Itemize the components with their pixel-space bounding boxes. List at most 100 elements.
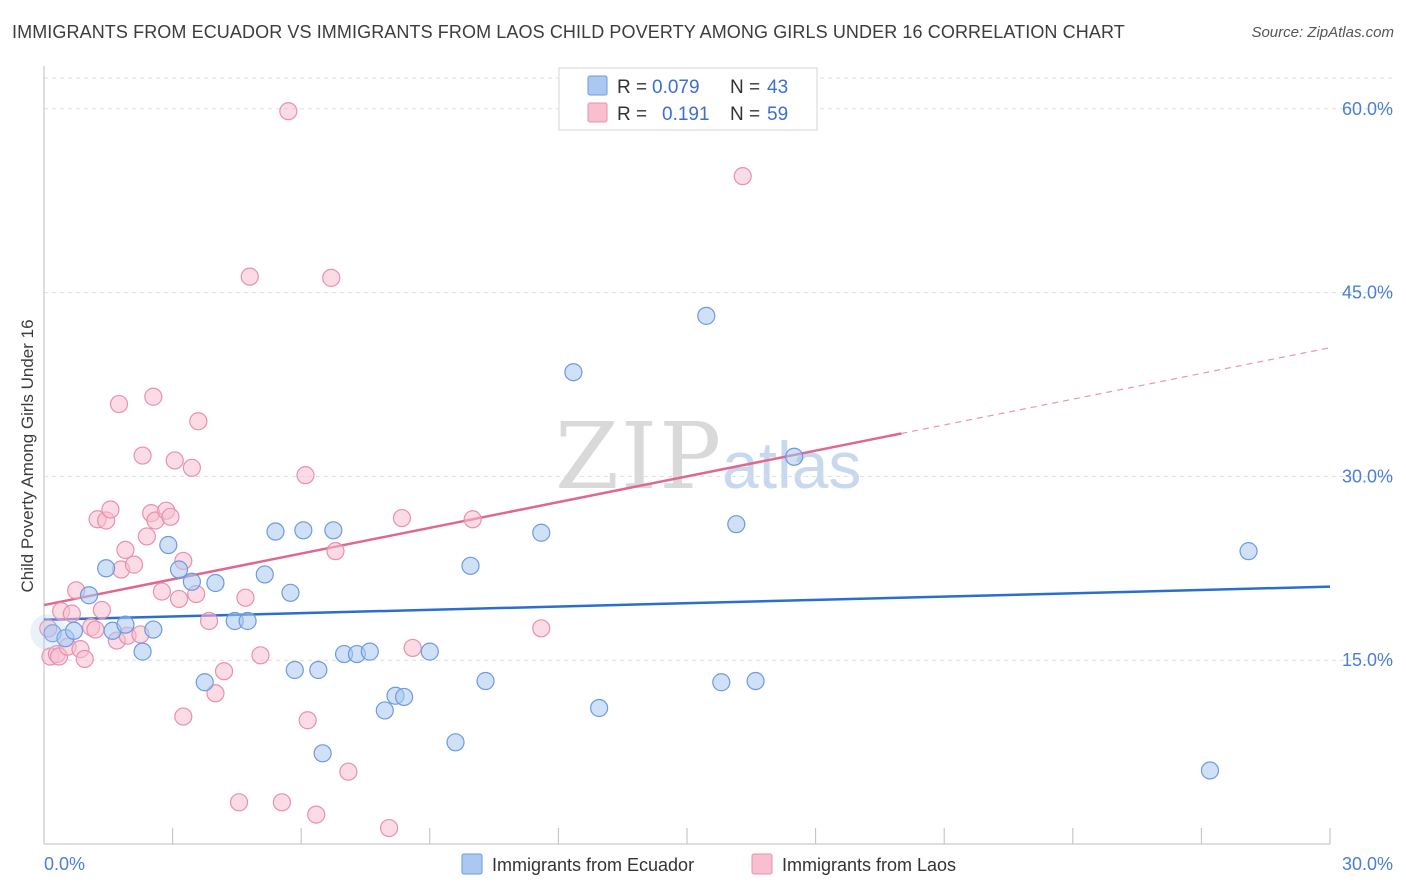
laos-point-45 — [279, 102, 298, 121]
laos-trend-extension — [901, 347, 1331, 435]
ecuador-point-43 — [1200, 761, 1220, 780]
laos-point-54 — [403, 638, 422, 658]
laos-point-27 — [152, 582, 171, 601]
ecuador-point-41 — [785, 447, 804, 466]
laos-point-10 — [86, 620, 105, 639]
laos-point-12 — [92, 600, 111, 620]
y-tick-label-3: 60.0% — [1342, 99, 1393, 119]
laos-point-5 — [62, 604, 81, 623]
laos-point-34 — [182, 458, 201, 477]
bottom-legend-label-ecuador: Immigrants from Ecuador — [492, 855, 694, 875]
ecuador-point-13 — [206, 573, 225, 593]
laos-point-40 — [229, 793, 249, 812]
laos-point-53 — [392, 508, 412, 528]
laos-point-25 — [144, 387, 163, 406]
laos-point-42 — [240, 267, 259, 286]
ecuador-point-4 — [97, 559, 116, 578]
ecuador-point-40 — [746, 671, 765, 691]
laos-point-31 — [169, 589, 189, 609]
ecuador-point-30 — [420, 642, 439, 661]
laos-point-55 — [463, 510, 482, 529]
laos-point-38 — [206, 684, 225, 703]
ecuador-point-8 — [144, 620, 163, 639]
ecuador-point-42 — [1239, 542, 1258, 561]
ecuador-point-9 — [159, 535, 178, 555]
legend-r-label-ecuador: R = — [617, 77, 647, 98]
ecuador-point-38 — [712, 673, 731, 692]
ecuador-point-34 — [532, 523, 551, 542]
x-tick-label-1: 30.0% — [1342, 854, 1393, 874]
laos-point-18 — [116, 540, 135, 560]
ecuador-point-22 — [313, 744, 332, 763]
chart-title: IMMIGRANTS FROM ECUADOR VS IMMIGRANTS FR… — [12, 22, 1125, 42]
ecuador-point-16 — [255, 565, 274, 584]
ecuador-point-32 — [461, 556, 480, 575]
axes — [43, 66, 1331, 845]
bottom-legend-swatch-ecuador — [461, 853, 483, 875]
y-tick-label-2: 45.0% — [1342, 283, 1393, 303]
ecuador-point-31 — [446, 733, 465, 752]
laos-point-41 — [236, 588, 255, 607]
laos-point-46 — [296, 466, 315, 485]
laos-point-49 — [322, 268, 341, 287]
legend-n-label-ecuador: N = — [730, 77, 760, 98]
ecuador-point-12 — [195, 673, 214, 692]
y-axis-label: Child Poverty Among Girls Under 16 — [18, 319, 37, 592]
ecuador-point-21 — [309, 660, 328, 680]
laos-point-14 — [101, 500, 120, 519]
laos-point-48 — [307, 805, 326, 824]
bottom-legend-swatch-laos — [751, 853, 773, 875]
laos-point-44 — [272, 793, 292, 812]
ecuador-point-17 — [266, 522, 285, 541]
laos-point-36 — [189, 412, 208, 431]
legend-r-value-ecuador: 0.079 — [652, 77, 700, 98]
gridlines — [44, 77, 1394, 661]
ecuador-point-33 — [476, 671, 495, 691]
x-tick-labels: 0.0% 30.0% — [44, 854, 1393, 874]
ecuador-point-39 — [727, 515, 746, 534]
ecuador-point-20 — [294, 521, 313, 540]
laos-point-51 — [339, 762, 358, 781]
legend-r-label-laos: R = — [617, 104, 647, 125]
ecuador-point-19 — [285, 660, 304, 680]
bottom-legend-label-laos: Immigrants from Laos — [782, 855, 956, 875]
laos-point-43 — [251, 646, 270, 665]
laos-point-29 — [161, 507, 180, 526]
laos-point-56 — [532, 619, 551, 638]
ecuador-origin-cluster — [30, 614, 67, 651]
series-legend: Immigrants from Ecuador Immigrants from … — [461, 853, 956, 875]
ecuador-point-23 — [324, 521, 343, 540]
y-tick-label-1: 30.0% — [1342, 466, 1393, 486]
ecuador-point-26 — [360, 642, 379, 661]
ecuador-trend-line — [43, 585, 1331, 622]
laos-point-22 — [133, 446, 152, 465]
x-tick-label-0: 0.0% — [44, 854, 85, 874]
laos-point-23 — [137, 527, 156, 546]
legend-n-value-laos: 59 — [767, 104, 788, 125]
ecuador-point-27 — [375, 701, 394, 720]
laos-point-57 — [733, 167, 752, 186]
laos-point-16 — [109, 394, 129, 414]
ecuador-point-35 — [564, 363, 583, 382]
laos-point-8 — [75, 649, 94, 669]
source-label: Source: ZipAtlas.com — [1251, 24, 1394, 41]
legend-n-label-laos: N = — [730, 104, 760, 125]
ecuador-point-37 — [697, 306, 716, 325]
laos-point-33 — [174, 707, 193, 726]
laos-point-39 — [214, 662, 234, 681]
ecuador-point-3 — [79, 586, 99, 605]
legend-n-value-ecuador: 43 — [767, 77, 788, 98]
ecuador-point-29 — [394, 687, 414, 707]
y-tick-label-0: 15.0% — [1342, 650, 1393, 670]
ecuador-point-36 — [590, 698, 609, 718]
ecuador-point-7 — [133, 642, 152, 661]
legend-swatch-laos — [587, 102, 608, 123]
laos-point-50 — [326, 542, 345, 561]
legend-r-value-laos: 0.191 — [662, 104, 710, 125]
laos-points — [39, 102, 752, 838]
ecuador-point-18 — [281, 583, 300, 602]
laos-point-30 — [165, 451, 184, 470]
correlation-legend: R = 0.079 N = 43 R = 0.191 N = 59 — [558, 67, 818, 131]
ecuador-point-15 — [238, 611, 257, 631]
